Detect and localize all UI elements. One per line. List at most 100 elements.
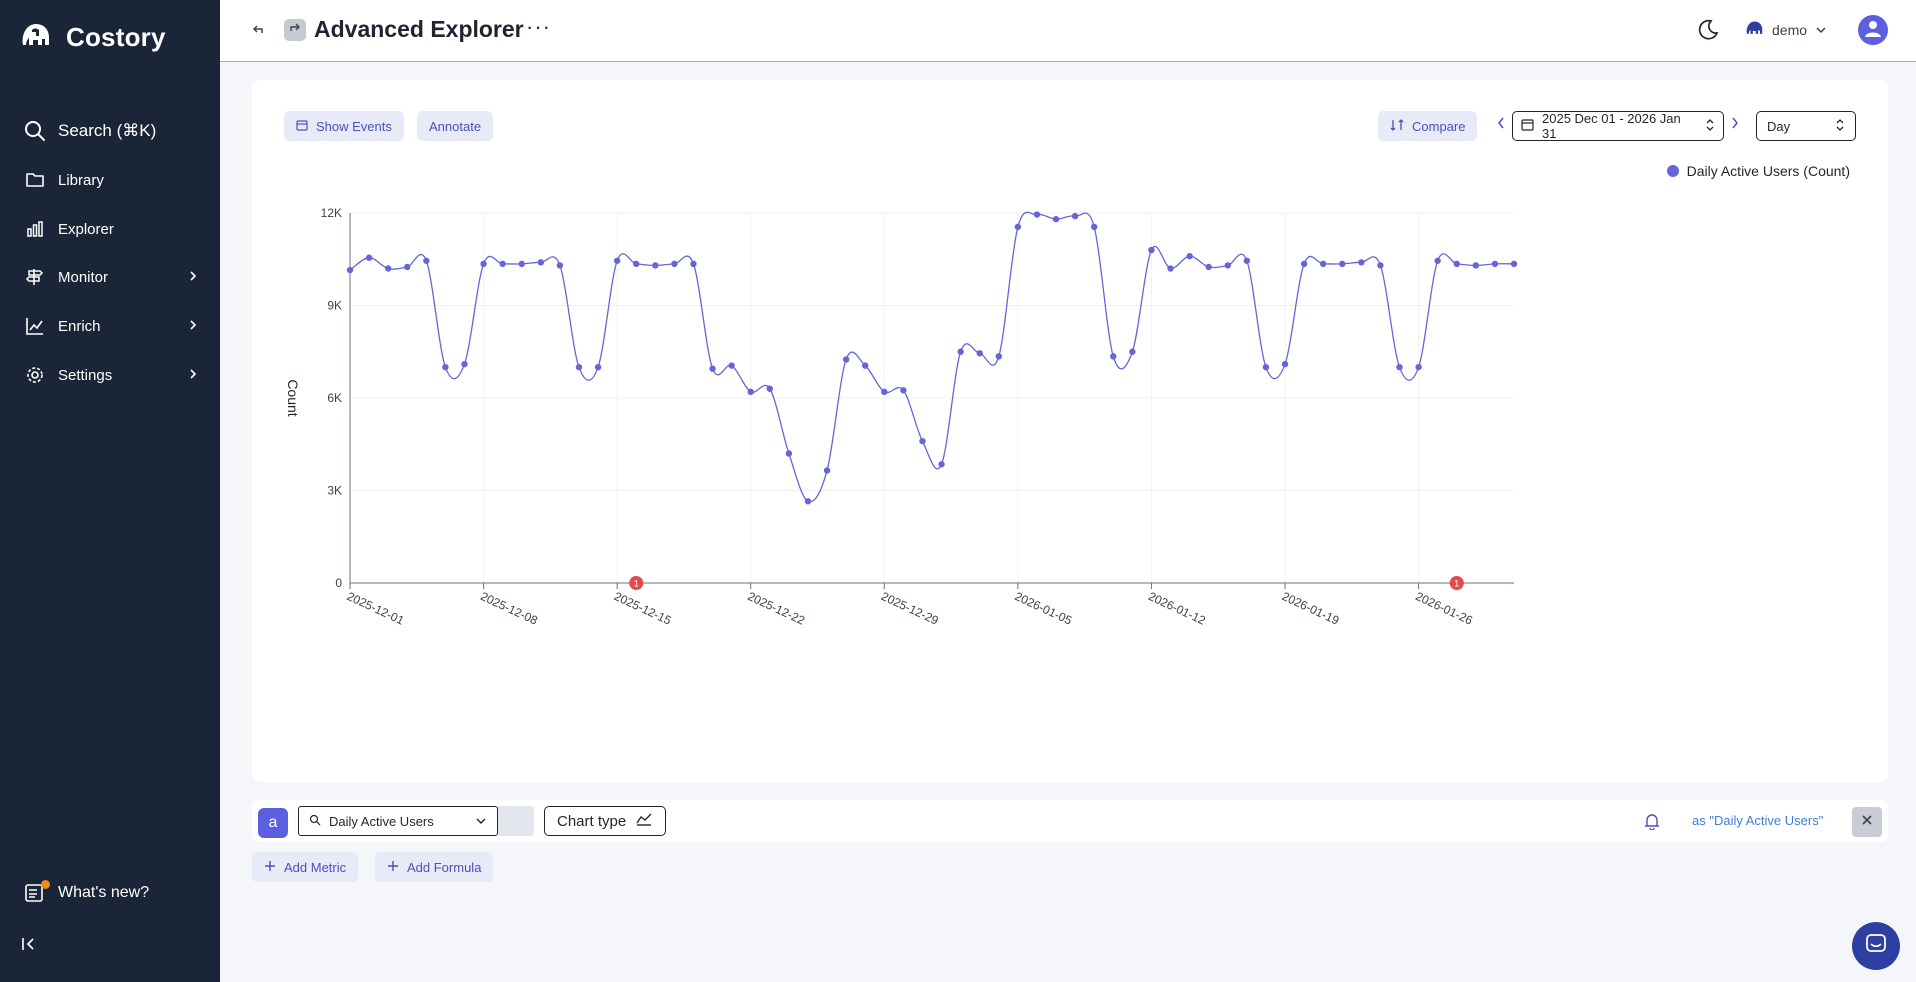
data-point bbox=[1262, 363, 1270, 371]
data-point bbox=[594, 363, 602, 371]
data-point bbox=[556, 262, 564, 269]
data-point bbox=[1339, 260, 1346, 268]
x-tick-label: 2025-12-01 bbox=[345, 589, 407, 628]
chart-type-button[interactable]: Chart type bbox=[544, 806, 666, 836]
data-point bbox=[957, 348, 964, 355]
chart-type-label: Chart type bbox=[557, 812, 627, 830]
brand[interactable]: Costory bbox=[18, 18, 166, 57]
signpost-icon bbox=[24, 266, 46, 288]
data-point bbox=[1186, 252, 1193, 260]
undo-button[interactable] bbox=[250, 19, 266, 44]
search-label: Search (⌘K) bbox=[58, 121, 157, 140]
data-point bbox=[728, 362, 735, 369]
support-chat-button[interactable] bbox=[1852, 922, 1900, 970]
chart-legend[interactable]: Daily Active Users (Count) bbox=[1666, 163, 1850, 179]
chat-icon bbox=[1865, 933, 1887, 960]
data-point bbox=[1110, 353, 1117, 360]
y-tick-label: 6K bbox=[327, 391, 342, 405]
data-point bbox=[1167, 265, 1174, 272]
data-point bbox=[499, 260, 506, 268]
compare-button[interactable]: Compare bbox=[1378, 111, 1478, 141]
metric-filter-button[interactable] bbox=[498, 806, 534, 836]
date-range-value: 2025 Dec 01 - 2026 Jan 31 bbox=[1542, 111, 1681, 141]
data-point bbox=[633, 260, 640, 268]
data-point bbox=[404, 263, 411, 271]
x-tick-label: 2025-12-08 bbox=[478, 589, 540, 628]
data-point bbox=[1472, 262, 1480, 269]
sidebar-item-settings[interactable]: Settings bbox=[24, 360, 198, 390]
whats-new-button[interactable]: What's new? bbox=[24, 880, 149, 904]
sidebar-item-label: Enrich bbox=[58, 317, 101, 335]
data-point bbox=[575, 363, 583, 371]
remove-metric-button[interactable] bbox=[1852, 807, 1882, 837]
sidebar-item-enrich[interactable]: Enrich bbox=[24, 311, 198, 341]
data-point bbox=[1358, 259, 1365, 266]
redo-button[interactable] bbox=[284, 19, 306, 41]
date-range-picker[interactable]: 2025 Dec 01 - 2026 Jan 31 bbox=[1512, 111, 1724, 141]
x-tick-label: 2026-01-26 bbox=[1413, 589, 1475, 628]
plus-icon bbox=[264, 860, 276, 875]
annotate-button[interactable]: Annotate bbox=[417, 111, 494, 141]
metric-select[interactable]: Daily Active Users bbox=[298, 806, 498, 836]
data-point bbox=[766, 385, 774, 392]
sidebar-item-monitor[interactable]: Monitor bbox=[24, 262, 198, 292]
sidebar-item-label: Monitor bbox=[58, 268, 109, 286]
data-point bbox=[1434, 257, 1441, 264]
metric-row: a Daily Active Users Chart type as "Dail… bbox=[252, 800, 1888, 842]
data-point bbox=[1033, 211, 1041, 218]
sidebar-item-explorer[interactable]: Explorer bbox=[24, 214, 198, 244]
metric-letter-badge[interactable]: a bbox=[258, 808, 288, 838]
x-tick-label: 2026-01-05 bbox=[1013, 589, 1075, 628]
sidebar-item-library[interactable]: Library bbox=[24, 165, 198, 195]
data-point bbox=[747, 388, 754, 396]
data-point bbox=[709, 365, 716, 372]
data-point bbox=[480, 260, 487, 268]
previous-period-button[interactable] bbox=[1496, 116, 1506, 135]
data-point bbox=[1281, 360, 1289, 368]
series-line bbox=[349, 211, 1515, 503]
data-point bbox=[1071, 212, 1079, 220]
legend-label: Daily Active Users (Count) bbox=[1686, 163, 1850, 179]
data-point bbox=[1377, 262, 1384, 269]
chevron-down-icon bbox=[1815, 22, 1827, 38]
search-button[interactable]: Search (⌘K) bbox=[24, 116, 198, 146]
data-point bbox=[1014, 223, 1022, 231]
sidebar-item-label: Explorer bbox=[58, 220, 114, 238]
data-point bbox=[365, 254, 373, 261]
data-point bbox=[1148, 246, 1155, 254]
collapse-sidebar-button[interactable] bbox=[20, 935, 38, 958]
x-tick-label: 2025-12-29 bbox=[879, 589, 941, 628]
metric-name: Daily Active Users bbox=[329, 813, 434, 829]
avatar[interactable] bbox=[1858, 15, 1888, 45]
data-point bbox=[518, 260, 525, 268]
metric-alias[interactable]: as "Daily Active Users" bbox=[1692, 813, 1824, 828]
org-name: demo bbox=[1772, 21, 1808, 38]
data-point bbox=[842, 356, 850, 363]
close-icon bbox=[1861, 813, 1873, 831]
dark-mode-toggle[interactable] bbox=[1696, 18, 1720, 47]
data-point bbox=[1052, 215, 1060, 223]
show-events-button[interactable]: Show Events bbox=[284, 111, 404, 141]
granularity-select[interactable]: Day bbox=[1756, 111, 1856, 141]
next-period-button[interactable] bbox=[1730, 116, 1740, 135]
data-point bbox=[995, 353, 1002, 360]
sidebar: Costory Search (⌘K) Library Explorer Mon… bbox=[0, 0, 220, 982]
data-point bbox=[1319, 260, 1327, 268]
event-marker bbox=[629, 576, 644, 590]
search-icon bbox=[24, 120, 46, 142]
area-chart-icon bbox=[636, 812, 652, 830]
add-formula-button[interactable]: Add Formula bbox=[375, 852, 494, 882]
more-options-button[interactable]: ··· bbox=[526, 14, 551, 39]
notification-dot bbox=[41, 880, 50, 889]
chevron-right-icon bbox=[1730, 117, 1740, 134]
alert-button[interactable] bbox=[1644, 812, 1660, 835]
data-point bbox=[1510, 260, 1518, 268]
data-point bbox=[1205, 263, 1212, 271]
add-formula-label: Add Formula bbox=[407, 859, 482, 875]
org-switcher[interactable]: demo bbox=[1744, 18, 1827, 41]
chevron-right-icon bbox=[188, 318, 198, 335]
add-metric-button[interactable]: Add Metric bbox=[252, 852, 359, 882]
sidebar-item-label: Library bbox=[58, 171, 104, 189]
elephant-logo-icon bbox=[1744, 18, 1764, 41]
data-point bbox=[1453, 260, 1460, 268]
